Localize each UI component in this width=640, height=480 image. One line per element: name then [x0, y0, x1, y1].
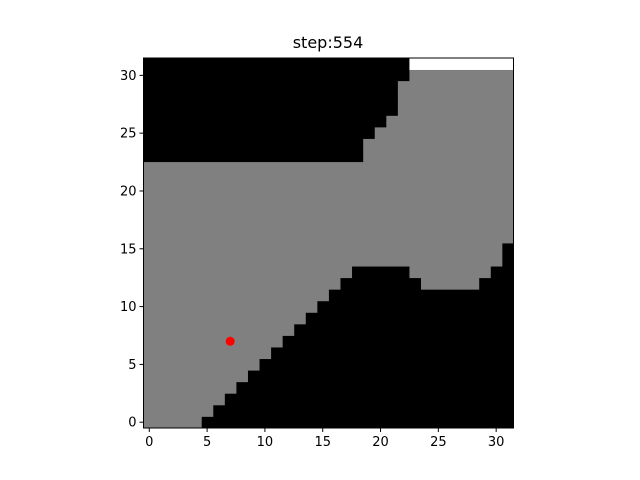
free-cell-run [386, 115, 514, 128]
free-cell-run [143, 289, 329, 302]
free-cell-run [143, 185, 514, 198]
free-cell-run [143, 416, 202, 429]
free-cell-run [143, 243, 503, 255]
free-cell-run [143, 312, 306, 325]
free-cell-run [143, 393, 225, 406]
y-tick-label: 30 [120, 69, 137, 84]
y-tick-label: 5 [128, 358, 136, 373]
free-cell-run [143, 162, 514, 175]
x-tick-label: 10 [257, 435, 274, 450]
unknown-cell-run [409, 58, 514, 70]
x-axis-ticks: 0 5 10 15 20 25 30 [145, 428, 504, 450]
y-tick-label: 10 [120, 300, 137, 315]
free-cell-run [143, 219, 514, 232]
plot-title: step:554 [292, 33, 364, 52]
free-cell-run [421, 277, 480, 290]
free-cell-run [397, 92, 514, 105]
free-cell-run [143, 277, 341, 290]
free-cell-run [143, 370, 248, 383]
free-cell-run [143, 266, 353, 279]
free-cell-run [363, 150, 514, 163]
y-tick-label: 20 [120, 184, 137, 199]
free-cell-run [143, 358, 260, 371]
free-cell-run [143, 335, 283, 348]
agent-marker [225, 336, 235, 346]
y-tick-label: 15 [120, 242, 137, 257]
free-cell-run [143, 231, 514, 244]
x-tick-label: 15 [314, 435, 331, 450]
free-cell-run [374, 127, 514, 140]
y-axis-ticks: 0 5 10 15 20 25 30 [120, 69, 144, 431]
free-cell-run [143, 323, 295, 336]
free-cell-run [409, 69, 514, 82]
free-cell-run [143, 381, 237, 394]
x-tick-label: 5 [203, 435, 211, 450]
free-cell-run [409, 266, 491, 279]
free-cell-run [397, 81, 514, 94]
free-cell-run [143, 196, 514, 209]
free-cell-run [143, 404, 214, 417]
plot-frame [143, 57, 514, 429]
y-tick-label: 25 [120, 127, 137, 142]
free-cell-run [143, 208, 514, 221]
map-cells [143, 58, 514, 429]
y-tick-label: 0 [128, 416, 136, 431]
free-cell-run [143, 347, 272, 360]
free-cell-run [143, 173, 514, 186]
free-cell-run [397, 104, 514, 117]
x-tick-label: 20 [372, 435, 389, 450]
free-cell-run [143, 254, 503, 267]
x-tick-label: 25 [430, 435, 447, 450]
free-cell-run [363, 138, 514, 151]
free-cell-run [143, 300, 318, 313]
x-tick-label: 0 [145, 435, 153, 450]
x-tick-label: 30 [488, 435, 505, 450]
